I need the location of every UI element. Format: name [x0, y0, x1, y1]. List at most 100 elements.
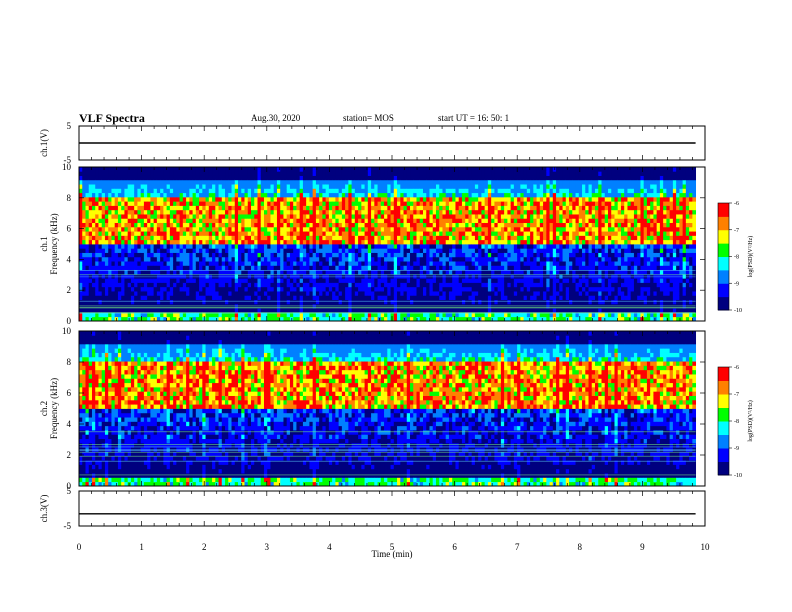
spectrogram-cell: [306, 286, 310, 292]
spectrogram-cell: [481, 286, 486, 292]
spectrogram-cell: [199, 316, 203, 322]
spectrogram-cell: [312, 286, 317, 292]
spectrogram-cell: [173, 201, 177, 206]
spectrogram-cell: [212, 316, 216, 322]
spectrogram-cell: [254, 244, 258, 249]
spectrogram-cell: [351, 209, 356, 215]
spectrogram-cell: [471, 226, 476, 232]
spectrogram-cell: [390, 256, 395, 262]
spectrogram-cell: [263, 244, 268, 249]
spectrogram-cell: [380, 184, 385, 189]
spectrogram-cell: [302, 175, 307, 181]
spectrogram-cell: [299, 273, 304, 279]
spectrogram-cell: [176, 244, 181, 249]
spectrogram-cell: [127, 167, 132, 172]
spectrogram-cell: [244, 282, 249, 288]
spectrogram-cell: [79, 278, 83, 283]
spectrogram-cell: [199, 222, 203, 228]
spectrogram-cell: [91, 222, 96, 228]
spectrogram-cell: [478, 201, 482, 206]
spectrogram-cell: [286, 269, 291, 275]
spectrogram-cell: [221, 261, 226, 266]
spectrogram-cell: [435, 179, 440, 185]
spectrogram-cell: [328, 209, 333, 215]
spectrogram-cell: [474, 196, 479, 202]
spectrogram-cell: [143, 205, 148, 211]
spectrogram-cell: [179, 192, 184, 198]
spectrogram-cell: [429, 265, 434, 271]
spectrogram-cell: [221, 209, 226, 215]
spectrogram-cell: [238, 312, 242, 318]
spectrogram-cell: [299, 252, 304, 258]
spectrogram-cell: [507, 269, 512, 275]
spectrogram-cell: [439, 286, 443, 292]
spectrogram-cell: [458, 235, 463, 241]
spectrogram-cell: [328, 299, 333, 305]
spectrogram-cell: [137, 192, 142, 198]
spectrogram-cell: [387, 167, 391, 172]
spectrogram-cell: [166, 295, 171, 301]
spectrogram-cell: [189, 291, 193, 296]
spectrogram-cell: [212, 196, 216, 202]
spectrogram-cell: [121, 214, 125, 219]
spectrogram-cell: [468, 248, 473, 253]
spectrogram-cell: [348, 226, 353, 232]
spectrogram-cell: [143, 184, 148, 189]
spectrogram-cell: [238, 286, 242, 292]
spectrogram-cell: [140, 201, 145, 206]
spectrogram-cell: [280, 209, 284, 215]
spectrogram-cell: [208, 226, 213, 232]
spectrogram-cell: [380, 299, 385, 305]
spectrogram-cell: [195, 192, 200, 198]
spectrogram-cell: [208, 205, 213, 211]
spectrogram-cell: [127, 282, 132, 288]
spectrogram-cell: [296, 265, 301, 271]
spectrogram-cell: [364, 205, 369, 211]
spectrogram-cell: [192, 312, 197, 318]
spectrogram-cell: [319, 239, 323, 245]
spectrogram-cell: [429, 239, 434, 245]
spectrogram-cell: [114, 175, 119, 181]
spectrogram-cell: [371, 316, 375, 322]
spectrogram-cell: [215, 261, 219, 266]
spectrogram-cell: [435, 244, 440, 249]
spectrogram-cell: [513, 196, 518, 202]
spectrogram-cell: [121, 316, 125, 322]
spectrogram-cell: [461, 244, 466, 249]
spectrogram-cell: [137, 286, 142, 292]
spectrogram-cell: [322, 179, 327, 185]
spectrogram-cell: [419, 218, 424, 224]
spectrogram-cell: [484, 192, 489, 198]
spectrogram-cell: [231, 184, 236, 189]
spectrogram-cell: [481, 188, 486, 194]
spectrogram-cell: [104, 278, 109, 283]
spectrogram-cell: [150, 256, 155, 262]
spectrogram-cell: [510, 278, 515, 283]
spectrogram-cell: [358, 273, 362, 279]
spectrogram-cell: [108, 308, 112, 313]
spectrogram-cell: [189, 252, 193, 258]
spectrogram-cell: [169, 252, 174, 258]
spectrogram-cell: [452, 192, 456, 198]
spectrogram-cell: [150, 179, 155, 185]
spectrogram-cell: [176, 248, 181, 253]
spectrogram-cell: [328, 286, 333, 292]
spectrogram-cell: [140, 179, 145, 185]
spectrogram-cell: [182, 269, 187, 275]
spectrogram-cell: [348, 316, 353, 322]
spectrogram-cell: [377, 252, 382, 258]
spectrogram-cell: [263, 226, 268, 232]
spectrogram-cell: [345, 222, 349, 228]
spectrogram-cell: [286, 286, 291, 292]
spectrogram-cell: [455, 214, 460, 219]
spectrogram-cell: [85, 286, 90, 292]
spectrogram-cell: [439, 201, 443, 206]
spectrogram-cell: [247, 231, 252, 236]
spectrogram-cell: [147, 278, 151, 283]
spectrogram-cell: [319, 231, 323, 236]
spectrogram-cell: [484, 218, 489, 224]
spectrogram-cell: [95, 171, 99, 176]
spectrogram-cell: [513, 282, 518, 288]
spectrogram-cell: [474, 316, 479, 322]
spectrogram-cell: [351, 196, 356, 202]
